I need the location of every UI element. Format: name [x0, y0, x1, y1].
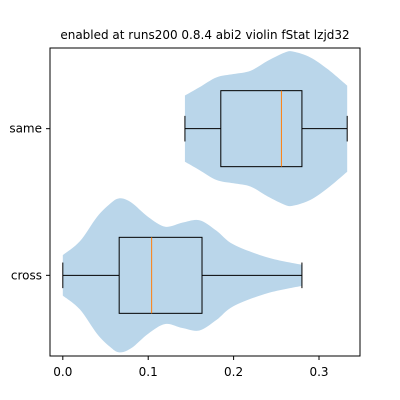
box-same — [220, 90, 303, 168]
plot-frame — [49, 47, 361, 357]
violin-same — [184, 51, 348, 207]
boxes-layer — [62, 90, 348, 314]
x-axis: 0.0 0.1 0.2 0.3 — [53, 356, 329, 379]
y-tick-label-same: same — [9, 122, 42, 136]
y-tick-label-cross: cross — [11, 268, 42, 282]
y-axis: cross same — [9, 122, 50, 282]
x-tick-label: 0.3 — [309, 365, 328, 379]
violins-layer — [62, 51, 348, 353]
boxplot-cross — [62, 236, 303, 314]
violin-cross — [62, 198, 302, 353]
boxplot-same — [184, 90, 348, 168]
x-tick-label: 0.1 — [139, 365, 158, 379]
x-tick-label: 0.2 — [224, 365, 243, 379]
chart-title: enabled at runs200 0.8.4 abi2 violin fSt… — [60, 28, 349, 42]
box-cross — [118, 236, 203, 314]
x-tick-label: 0.0 — [53, 365, 72, 379]
